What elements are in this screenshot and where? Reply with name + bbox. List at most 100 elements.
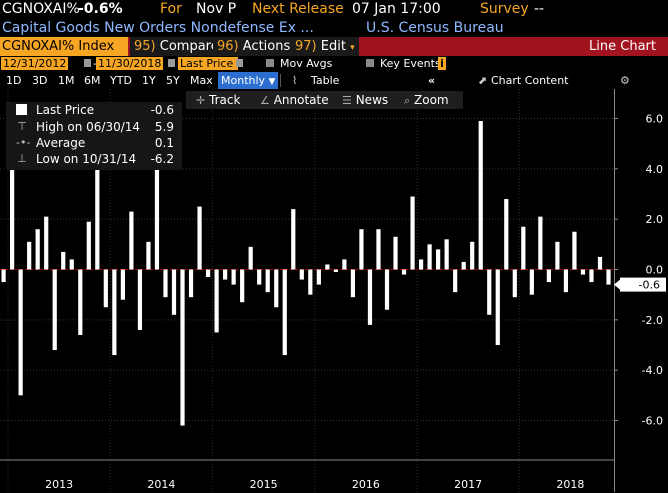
annotate-tool[interactable]: ∠ Annotate <box>260 91 329 110</box>
chart-bar[interactable] <box>316 269 321 285</box>
chart-bar[interactable] <box>240 269 245 303</box>
chart-bar[interactable] <box>95 123 100 270</box>
chart-bar[interactable] <box>504 199 509 270</box>
chart-bar[interactable] <box>282 269 287 356</box>
chart-bar[interactable] <box>359 229 364 270</box>
chart-bar[interactable] <box>154 156 160 270</box>
chart-bar[interactable] <box>597 256 603 270</box>
period-3d[interactable]: 3D <box>32 74 48 87</box>
calendar-icon[interactable] <box>168 59 175 67</box>
period-5y[interactable]: 5Y <box>166 74 180 87</box>
chart-bar[interactable] <box>350 269 356 298</box>
field-select[interactable]: Last Price <box>178 57 238 70</box>
actions-menu[interactable]: 96) Actions ▾ <box>213 37 303 56</box>
chart-bar[interactable] <box>512 269 517 298</box>
chart-bar[interactable] <box>589 269 594 283</box>
view-type-label[interactable]: Line Chart <box>589 39 656 54</box>
chart-bar[interactable] <box>27 241 32 270</box>
info-icon[interactable]: i <box>438 57 446 70</box>
end-date-field[interactable]: 11/30/2018 <box>96 57 164 70</box>
chart-content-button[interactable]: Chart Content <box>491 74 569 87</box>
chart-icon[interactable]: ⌇ <box>292 74 298 87</box>
chart-bar[interactable] <box>52 269 57 351</box>
chart-legend[interactable]: Last Price -0.6 ⊤ High on 06/30/14 5.9 -… <box>6 102 182 170</box>
chart-bar[interactable] <box>188 269 194 298</box>
collapse-icon[interactable]: « <box>428 74 436 87</box>
chart-bar[interactable] <box>248 246 253 270</box>
chart-bar[interactable] <box>325 264 330 270</box>
chart-bar[interactable] <box>291 209 296 270</box>
chart-bar[interactable] <box>401 269 407 275</box>
chart-bar[interactable] <box>427 244 432 270</box>
news-tool[interactable]: ☰ News <box>342 91 388 110</box>
key-events-checkbox[interactable] <box>366 59 374 67</box>
edit-menu[interactable]: 97) Edit ▾ <box>291 37 359 56</box>
period-6m[interactable]: 6M <box>84 74 101 87</box>
chart-bar[interactable] <box>529 269 534 295</box>
chart-bar[interactable] <box>418 259 424 270</box>
chart-bar[interactable] <box>538 216 543 270</box>
chart-bar[interactable] <box>436 249 441 270</box>
period-max[interactable]: Max <box>190 74 213 87</box>
chart-bar[interactable] <box>112 269 117 356</box>
table-button[interactable]: Table <box>311 74 340 87</box>
security-field[interactable]: CGNOXAI% Index <box>0 37 128 56</box>
frequency-select[interactable]: Monthly ▼ <box>218 72 279 91</box>
dropdown-icon[interactable] <box>236 59 243 67</box>
start-date-field[interactable]: 12/31/2012 <box>1 57 69 70</box>
chart-bar[interactable] <box>487 269 492 315</box>
chart-bar[interactable] <box>18 269 23 396</box>
chart-bar[interactable] <box>274 269 279 308</box>
chart-bar[interactable] <box>470 241 475 270</box>
chart-bar[interactable] <box>546 269 551 283</box>
chart-bar[interactable] <box>367 269 373 325</box>
chart-bar[interactable] <box>265 269 270 293</box>
chart-bar[interactable] <box>521 226 526 270</box>
chart-bar[interactable] <box>129 211 134 270</box>
chart-bar[interactable] <box>86 221 91 270</box>
chart-bar[interactable] <box>103 269 108 308</box>
chart-bar[interactable] <box>35 229 40 270</box>
zoom-tool[interactable]: ⌕ Zoom <box>404 91 449 110</box>
chart-bar[interactable] <box>163 269 168 298</box>
chart-bar[interactable] <box>555 241 560 270</box>
track-tool[interactable]: ✛ Track <box>196 91 240 110</box>
chart-bar[interactable] <box>453 269 458 293</box>
chart-bar[interactable] <box>146 241 151 270</box>
chart-bar[interactable] <box>495 269 500 346</box>
period-ytd[interactable]: YTD <box>110 74 132 87</box>
chart-bar[interactable] <box>308 269 313 295</box>
chart-bar[interactable] <box>44 216 49 270</box>
chart-bar[interactable] <box>580 269 586 275</box>
chart-bar[interactable] <box>120 269 125 300</box>
chart-bar[interactable] <box>376 229 381 270</box>
chart-bar[interactable] <box>299 269 304 280</box>
chart-bar[interactable] <box>342 259 347 270</box>
ticker-symbol[interactable]: CGNOXAI% <box>2 1 80 17</box>
period-1m[interactable]: 1M <box>58 74 75 87</box>
mov-avgs-checkbox[interactable] <box>266 59 274 67</box>
chart-bar[interactable] <box>478 120 483 270</box>
chart-bar[interactable] <box>333 269 338 273</box>
chart-bar[interactable] <box>61 251 66 270</box>
chart-bar[interactable] <box>257 269 262 285</box>
chart-bar[interactable] <box>137 269 143 330</box>
chart-bar[interactable] <box>444 239 449 270</box>
chart-bar[interactable] <box>197 206 202 270</box>
chart-bar[interactable] <box>10 156 15 270</box>
chart-bar[interactable] <box>606 269 611 285</box>
chart-bar[interactable] <box>231 269 236 285</box>
chart-bar[interactable] <box>214 269 219 333</box>
chart-bar[interactable] <box>572 231 577 270</box>
chart-bar[interactable] <box>78 269 83 335</box>
chart-bar[interactable] <box>223 269 228 280</box>
chart-bar[interactable] <box>180 269 185 426</box>
chart-bar[interactable] <box>563 269 569 293</box>
chart-bar[interactable] <box>69 259 74 270</box>
period-1y[interactable]: 1Y <box>142 74 156 87</box>
calendar-icon[interactable] <box>84 59 91 67</box>
chart-content-icon[interactable]: ⬈ <box>478 74 488 87</box>
chart-bar[interactable] <box>171 269 177 315</box>
period-1d[interactable]: 1D <box>6 74 22 87</box>
chart-bar[interactable] <box>410 196 415 270</box>
